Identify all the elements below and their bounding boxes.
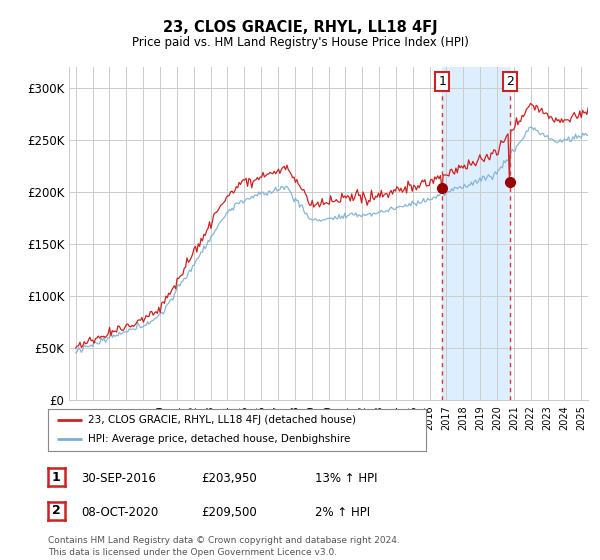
Text: 23, CLOS GRACIE, RHYL, LL18 4FJ (detached house): 23, CLOS GRACIE, RHYL, LL18 4FJ (detache…: [88, 415, 356, 425]
Text: 2: 2: [506, 75, 514, 88]
Text: £209,500: £209,500: [201, 506, 257, 519]
Text: Price paid vs. HM Land Registry's House Price Index (HPI): Price paid vs. HM Land Registry's House …: [131, 36, 469, 49]
Bar: [442, 67, 510, 400]
Text: HPI: Average price, detached house, Denbighshire: HPI: Average price, detached house, Denb…: [88, 435, 350, 445]
Text: 1: 1: [439, 75, 446, 88]
Text: 1: 1: [52, 470, 61, 484]
Text: £203,950: £203,950: [201, 472, 257, 486]
Text: 23, CLOS GRACIE, RHYL, LL18 4FJ: 23, CLOS GRACIE, RHYL, LL18 4FJ: [163, 20, 437, 35]
Text: 2: 2: [52, 504, 61, 517]
Text: 08-OCT-2020: 08-OCT-2020: [81, 506, 158, 519]
Text: 2% ↑ HPI: 2% ↑ HPI: [315, 506, 370, 519]
Text: 30-SEP-2016: 30-SEP-2016: [81, 472, 156, 486]
Text: Contains HM Land Registry data © Crown copyright and database right 2024.
This d: Contains HM Land Registry data © Crown c…: [48, 536, 400, 557]
Text: 13% ↑ HPI: 13% ↑ HPI: [315, 472, 377, 486]
